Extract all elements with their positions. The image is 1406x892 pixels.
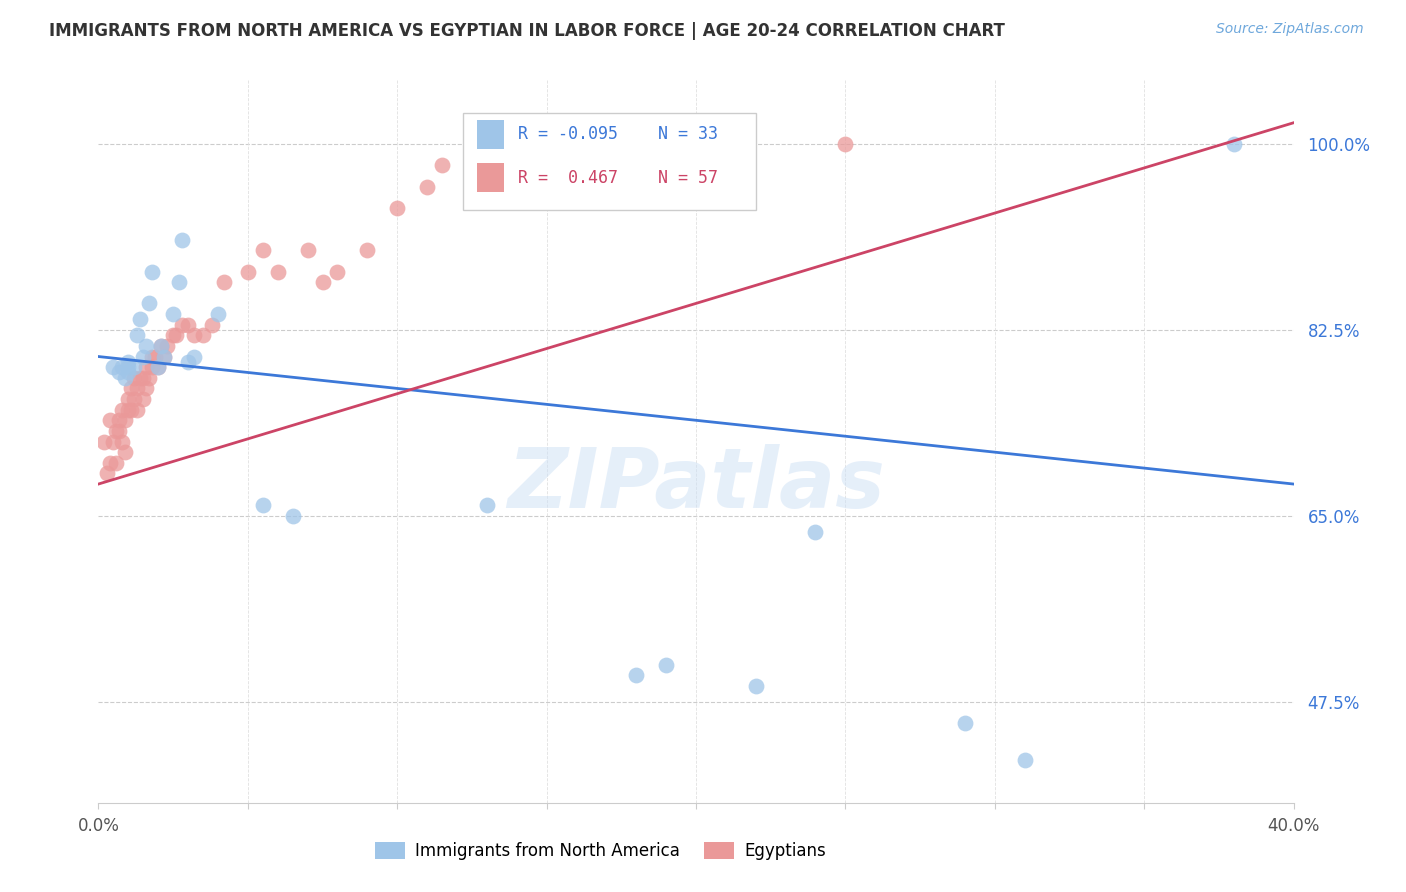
Point [669,136,692,151]
Point [804,524,827,539]
Point [124,371,146,385]
Point [430,158,453,172]
Point [156,339,179,353]
Text: R =  0.467    N = 57: R = 0.467 N = 57 [517,169,718,186]
Point [834,136,856,151]
Text: ZIPatlas: ZIPatlas [508,444,884,525]
Point [124,360,146,375]
Point [356,244,378,258]
Point [129,312,152,326]
Point [117,355,139,369]
Point [141,350,163,364]
Point [96,467,118,481]
Point [141,264,163,278]
Point [143,350,166,364]
Point [138,296,160,310]
Point [252,244,274,258]
Point [132,371,155,385]
Point [172,318,194,332]
Point [117,392,139,406]
Point [111,360,134,375]
Point [120,381,142,395]
Legend: Immigrants from North America, Egyptians: Immigrants from North America, Egyptians [368,835,832,867]
Point [124,392,146,406]
Point [117,366,139,380]
Point [626,668,648,682]
Point [120,402,142,417]
Point [135,339,157,353]
Point [1014,753,1036,767]
Point [135,381,157,395]
Point [153,350,176,364]
Point [103,360,125,375]
Point [172,233,194,247]
Point [127,328,149,343]
Point [127,381,149,395]
Point [201,318,224,332]
Point [536,136,558,151]
Point [183,328,205,343]
Point [267,264,290,278]
Text: R = -0.095    N = 33: R = -0.095 N = 33 [517,126,718,144]
Point [93,434,115,449]
Point [581,136,603,151]
Point [132,392,155,406]
Point [105,424,128,438]
Point [655,657,678,672]
Point [105,456,128,470]
Point [165,328,187,343]
Point [281,508,304,523]
Point [108,424,131,438]
Point [475,136,498,151]
Point [252,498,274,512]
FancyBboxPatch shape [463,112,756,211]
Point [326,264,349,278]
Point [114,413,136,427]
Point [385,201,409,215]
Point [129,371,152,385]
Text: IMMIGRANTS FROM NORTH AMERICA VS EGYPTIAN IN LABOR FORCE | AGE 20-24 CORRELATION: IMMIGRANTS FROM NORTH AMERICA VS EGYPTIA… [49,22,1005,40]
Point [117,360,139,375]
Point [953,716,976,731]
Point [117,402,139,417]
Point [108,413,131,427]
Point [114,445,136,459]
Point [114,371,136,385]
Point [98,413,122,427]
Point [236,264,259,278]
Point [148,360,170,375]
Point [98,456,122,470]
Point [191,328,214,343]
Point [132,350,155,364]
Point [153,350,176,364]
Point [162,307,184,321]
Point [311,275,333,289]
Point [108,366,131,380]
Point [297,244,319,258]
Point [111,434,134,449]
Point [212,275,235,289]
Point [1223,136,1246,151]
Text: Source: ZipAtlas.com: Source: ZipAtlas.com [1216,22,1364,37]
Point [475,498,498,512]
Point [111,402,134,417]
Point [141,360,163,375]
Bar [477,120,503,149]
Point [416,179,439,194]
Point [150,339,173,353]
Point [103,434,125,449]
Point [162,328,184,343]
Point [183,350,205,364]
Point [127,402,149,417]
Point [148,360,170,375]
Point [150,339,173,353]
Point [167,275,190,289]
Point [745,679,768,693]
Point [135,360,157,375]
Point [138,371,160,385]
Bar [477,163,503,193]
Point [207,307,229,321]
Point [177,355,200,369]
Point [177,318,200,332]
